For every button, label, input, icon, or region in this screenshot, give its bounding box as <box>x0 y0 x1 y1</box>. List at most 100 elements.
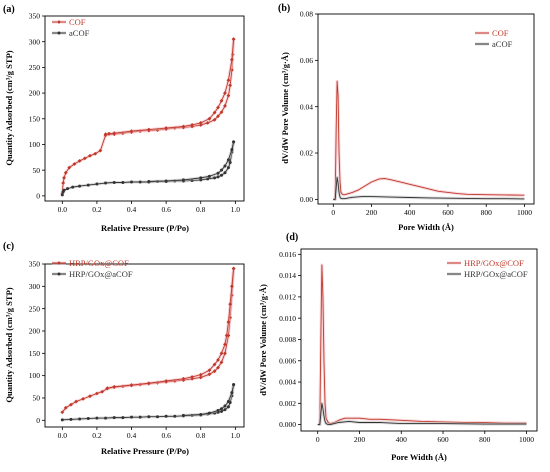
data-point <box>62 188 66 192</box>
data-point <box>93 151 98 156</box>
x-tick-label: 1.0 <box>231 205 241 214</box>
data-point <box>207 368 212 373</box>
data-point <box>74 399 79 404</box>
data-point <box>216 358 220 362</box>
series-glow <box>61 268 236 414</box>
legend-label: HRP/GOx@aCOF <box>69 269 133 279</box>
series-line <box>61 39 235 194</box>
x-tick-label: 200 <box>354 435 366 444</box>
series-glow <box>333 79 525 201</box>
data-point <box>88 394 92 399</box>
y-tick-label: 50 <box>33 166 41 175</box>
y-tick-label: 0.002 <box>279 399 296 408</box>
y-tick-label: 0.016 <box>279 250 296 259</box>
data-point <box>199 176 203 180</box>
data-point <box>223 351 227 356</box>
x-axis-title: Pore Width (Å) <box>398 222 454 232</box>
data-point <box>82 156 87 161</box>
data-point <box>232 140 236 144</box>
y-tick-label: 350 <box>29 260 41 269</box>
data-point <box>95 416 99 420</box>
y-tick-label: 0.02 <box>300 149 313 158</box>
x-axis-title: Pore Width (Å) <box>391 452 447 462</box>
y-tick-label: 0 <box>36 416 40 425</box>
series-line <box>317 402 527 426</box>
data-point <box>181 413 185 417</box>
plot-frame <box>300 248 538 432</box>
data-point <box>95 391 99 396</box>
series-line <box>61 141 235 195</box>
x-tick-label: 0.8 <box>196 205 206 214</box>
legend-marker <box>57 261 61 265</box>
y-tick-label: 300 <box>29 282 41 291</box>
legend-label: HRP/GOx@COF <box>464 258 524 268</box>
legend-label: COF <box>492 28 509 38</box>
data-point <box>63 170 68 175</box>
data-point <box>112 416 116 420</box>
x-tick-label: 0.0 <box>58 205 68 214</box>
x-tick-label: 400 <box>404 208 416 217</box>
data-point <box>216 408 220 412</box>
data-point <box>226 400 230 404</box>
y-tick-label: 0.00 <box>300 195 313 204</box>
series-line-desorption <box>183 384 235 416</box>
data-point <box>69 417 73 421</box>
panel-0: (a) 0.0 0.2 0.4 0.6 0.8 1.0 0 50 100 150 200 250 300 3… <box>3 4 245 233</box>
series-glow <box>60 39 236 194</box>
x-tick-label: 1000 <box>519 435 534 444</box>
data-point <box>226 320 231 324</box>
data-point <box>228 83 233 88</box>
series-1 <box>60 383 236 422</box>
data-point <box>100 389 105 394</box>
data-point <box>190 375 194 379</box>
data-point <box>112 131 117 136</box>
data-point <box>78 184 82 188</box>
data-point <box>62 175 66 180</box>
y-tick-label: 300 <box>29 37 41 46</box>
data-point <box>229 68 234 72</box>
data-point <box>220 407 224 411</box>
series-glow <box>60 141 236 196</box>
x-tick-label: 0.8 <box>196 431 206 440</box>
data-point <box>231 266 236 271</box>
series-1 <box>317 401 527 427</box>
x-tick-label: 800 <box>479 435 491 444</box>
data-point <box>223 171 227 175</box>
y-tick-label: 0.04 <box>300 102 313 111</box>
legend-label: HRP/GOx@COF <box>69 258 129 268</box>
y-tick-label: 0 <box>36 191 40 200</box>
series-line <box>317 264 527 426</box>
data-point <box>216 365 220 370</box>
x-tick-label: 200 <box>366 208 378 217</box>
y-tick-label: 0.006 <box>279 356 296 365</box>
x-tick-label: 600 <box>437 435 449 444</box>
data-point <box>164 179 168 183</box>
legend-label: aCOF <box>69 28 90 38</box>
data-point <box>205 120 210 125</box>
data-point <box>219 98 224 103</box>
plot-frame <box>317 13 535 205</box>
plot-frame <box>44 263 245 428</box>
data-point <box>63 405 68 410</box>
x-axis-title: Relative Pressure (P/Po) <box>101 223 189 233</box>
plot-area <box>60 37 236 197</box>
data-point <box>223 104 227 108</box>
data-point <box>229 284 234 289</box>
y-tick-label: 100 <box>29 140 41 149</box>
x-tick-label: 600 <box>442 208 454 217</box>
data-point <box>155 415 159 419</box>
legend-label: aCOF <box>492 39 513 49</box>
y-tick-label: 0.010 <box>279 314 296 323</box>
data-point <box>226 93 231 98</box>
data-point <box>98 148 103 153</box>
y-tick-label: 0.008 <box>279 335 296 344</box>
legend-label: HRP/GOx@aCOF <box>464 269 528 279</box>
series-line-desorption <box>107 268 235 389</box>
data-point <box>220 168 224 172</box>
data-point <box>226 405 230 409</box>
data-point <box>103 132 108 137</box>
